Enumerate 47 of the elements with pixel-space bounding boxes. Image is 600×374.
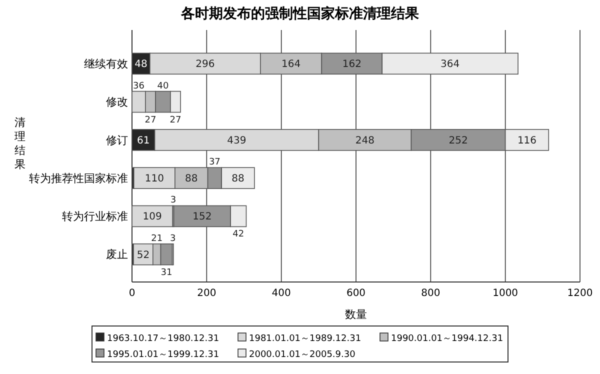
x-tick-label: 600 xyxy=(346,288,366,299)
x-tick-label: 0 xyxy=(128,288,136,299)
legend-label: 1995.01.01～1999.12.31 xyxy=(107,350,220,360)
data-label: 52 xyxy=(136,250,150,261)
data-label: 248 xyxy=(355,135,375,146)
data-label: 364 xyxy=(440,59,460,70)
data-label: 61 xyxy=(137,135,150,146)
data-label: 152 xyxy=(192,212,212,223)
legend-label: 1981.01.01～1989.12.31 xyxy=(249,334,362,344)
x-tick-label: 200 xyxy=(197,288,216,299)
x-tick-label: 1000 xyxy=(492,288,518,299)
data-label: 3 xyxy=(170,234,176,244)
data-label: 252 xyxy=(448,135,468,146)
y-tick-label: 修订 xyxy=(106,134,128,147)
data-label: 88 xyxy=(232,174,244,185)
y-tick-label: 转为推荐性国家标准 xyxy=(29,172,128,185)
y-tick-label: 继续有效 xyxy=(84,58,128,70)
data-label: 116 xyxy=(517,135,537,146)
data-label: 110 xyxy=(144,174,164,185)
data-label: 3 xyxy=(170,196,176,206)
y-tick-label: 转为行业标准 xyxy=(62,210,128,224)
legend-label: 1963.10.17～1980.12.31 xyxy=(107,334,220,344)
data-label: 42 xyxy=(232,230,244,240)
data-label: 21 xyxy=(151,234,163,244)
y-tick-label: 废止 xyxy=(106,248,128,262)
data-label: 27 xyxy=(170,115,182,126)
x-tick-label: 1200 xyxy=(567,288,593,299)
data-label: 48 xyxy=(134,59,148,70)
x-tick-label: 800 xyxy=(421,288,440,299)
data-label: 31 xyxy=(160,268,172,278)
x-tick-label: 400 xyxy=(272,288,291,299)
data-label: 88 xyxy=(184,174,198,185)
data-label: 162 xyxy=(342,59,362,70)
data-label: 27 xyxy=(144,115,156,126)
data-label: 296 xyxy=(196,59,215,70)
data-label: 36 xyxy=(132,81,145,92)
data-label: 40 xyxy=(157,81,169,92)
y-tick-label: 修改 xyxy=(106,96,128,109)
data-label: 109 xyxy=(142,212,162,223)
data-label: 37 xyxy=(208,158,220,168)
legend-label: 1990.01.01～1994.12.31 xyxy=(391,334,504,344)
y-axis-title: 清理结果 xyxy=(14,116,26,171)
x-axis-title: 数量 xyxy=(345,308,367,321)
legend-label: 2000.01.01～2005.9.30 xyxy=(249,350,356,360)
chart-title: 各时期发布的强制性国家标准清理结果 xyxy=(180,5,420,22)
data-label: 439 xyxy=(227,135,246,146)
data-label: 164 xyxy=(281,59,301,70)
